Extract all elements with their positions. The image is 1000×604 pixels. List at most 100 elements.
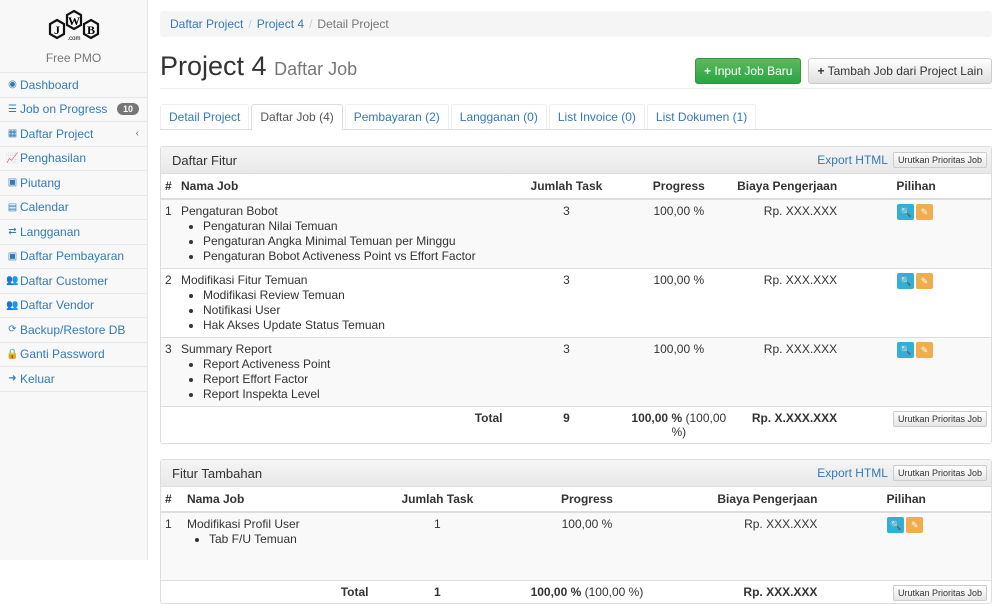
count-badge: 10 xyxy=(116,103,139,116)
plus-icon: + xyxy=(704,64,712,78)
page-title: Project 4 Daftar Job xyxy=(160,51,358,81)
sort-priority-button[interactable]: Urutkan Prioritas Job xyxy=(892,411,987,427)
tab-daftar-job[interactable]: Daftar Job (4) xyxy=(251,104,343,130)
sidebar-item-daftar-project[interactable]: ▦ Daftar Project ‹ xyxy=(0,122,147,147)
column-header: # xyxy=(161,487,183,513)
job-name: Summary Report xyxy=(180,342,272,356)
list-icon: ☰ xyxy=(8,103,17,115)
svg-text:B: B xyxy=(86,23,94,37)
sidebar-item-daftar-vendor[interactable]: 👥 Daftar Vendor xyxy=(0,294,147,318)
refresh-icon: ⟳ xyxy=(8,324,17,336)
table-row: 1 Pengaturan BobotPengaturan Nilai Temua… xyxy=(161,198,991,269)
page-subtitle: Daftar Job xyxy=(274,59,358,79)
row-number: 1 xyxy=(161,511,183,580)
total-progress-avg: (100,00 %) xyxy=(584,584,644,599)
breadcrumb-daftar-project[interactable]: Daftar Project xyxy=(170,17,244,31)
users-icon: 👥 xyxy=(6,275,19,287)
sidebar-item-dashboard[interactable]: ◉ Dashboard xyxy=(0,73,147,98)
column-header: Nama Job xyxy=(176,174,507,200)
total-label: Total xyxy=(474,411,503,425)
task-item: Pengaturan Angka Minimal Temuan per Ming… xyxy=(203,234,503,249)
sidebar-item-job-on-progress[interactable]: ☰ Job on Progress 10 xyxy=(0,98,147,122)
panel-title: Daftar Fitur xyxy=(172,152,238,168)
column-header: Jumlah Task xyxy=(372,487,503,513)
sidebar-item-daftar-pembayaran[interactable]: ▣ Daftar Pembayaran xyxy=(0,245,147,269)
search-icon[interactable]: 🔍 xyxy=(897,273,915,289)
column-header: Pilihan xyxy=(821,487,991,513)
task-item: Hak Akses Update Status Temuan xyxy=(203,318,503,333)
money-icon: ▣ xyxy=(7,177,18,189)
cost: Rp. XXX.XXX xyxy=(731,198,842,269)
sidebar-item-piutang[interactable]: ▣ Piutang xyxy=(0,171,147,196)
input-job-baru-button[interactable]: + Input Job Baru xyxy=(695,58,802,84)
total-cost: Rp. X.XXX.XXX xyxy=(751,411,838,425)
sidebar-item-label: Penghasilan xyxy=(20,151,87,166)
total-cost: Rp. XXX.XXX xyxy=(743,584,818,599)
total-progress: 100,00 % xyxy=(530,584,582,599)
svg-text:.com: .com xyxy=(67,36,80,42)
task-item: Report Activeness Point xyxy=(203,357,503,372)
sidebar-item-ganti-password[interactable]: 🔒 Ganti Password xyxy=(0,343,147,367)
sidebar-item-label: Daftar Project xyxy=(20,126,94,141)
dashboard-icon: ◉ xyxy=(8,79,17,91)
task-item: Tab F/U Temuan xyxy=(209,532,369,547)
progress: 100,00 % xyxy=(626,198,732,269)
tambah-job-button[interactable]: + Tambah Job dari Project Lain xyxy=(808,58,992,84)
sidebar-item-keluar[interactable]: ➜ Keluar xyxy=(0,367,147,392)
breadcrumb-current: Detail Project xyxy=(317,17,389,31)
task-item: Pengaturan Nilai Temuan xyxy=(203,219,503,234)
sidebar-item-penghasilan[interactable]: 📈 Penghasilan xyxy=(0,147,147,171)
jwb-logo-icon: J W B .com xyxy=(48,9,99,42)
cost: Rp. XXX.XXX xyxy=(731,337,842,407)
total-progress-avg: (100,00 %) xyxy=(671,411,727,439)
sidebar-item-label: Daftar Pembayaran xyxy=(20,249,125,264)
sidebar-item-daftar-customer[interactable]: 👥 Daftar Customer xyxy=(0,269,147,294)
edit-icon[interactable]: ✎ xyxy=(916,342,934,358)
sidebar-item-label: Langganan xyxy=(20,224,81,239)
total-label: Total xyxy=(340,584,369,599)
table-icon: ▦ xyxy=(7,128,18,140)
sidebar-item-label: Calendar xyxy=(20,200,69,215)
chevron-left-icon[interactable]: ‹ xyxy=(135,128,139,140)
line-chart-icon: 📈 xyxy=(6,152,19,164)
sort-priority-button[interactable]: Urutkan Prioritas Job xyxy=(892,584,987,601)
export-html-link[interactable]: Export HTML xyxy=(817,466,888,480)
calendar-icon: ▤ xyxy=(7,201,18,213)
sidebar-item-label: Job on Progress xyxy=(20,102,108,117)
breadcrumb-project[interactable]: Project 4 xyxy=(256,17,305,31)
row-number: 3 xyxy=(161,337,177,407)
total-tasks: 1 xyxy=(434,584,441,599)
search-icon[interactable]: 🔍 xyxy=(897,342,915,358)
sidebar-item-langganan[interactable]: ⇄ Langganan xyxy=(0,220,147,245)
total-tasks: 9 xyxy=(563,411,570,425)
tab-list-invoice[interactable]: List Invoice (0) xyxy=(548,104,645,129)
cost: Rp. XXX.XXX xyxy=(731,268,842,338)
task-count: 3 xyxy=(506,337,627,407)
export-html-link[interactable]: Export HTML xyxy=(817,153,888,167)
task-count: 1 xyxy=(372,511,503,580)
sidebar-item-calendar[interactable]: ▤ Calendar xyxy=(0,196,147,220)
column-header: Biaya Pengerjaan xyxy=(731,174,842,200)
sign-out-icon: ➜ xyxy=(8,373,17,385)
tab-list-dokumen[interactable]: List Dokumen (1) xyxy=(646,104,757,129)
sidebar-item-label: Dashboard xyxy=(20,77,79,92)
tab-langganan[interactable]: Langganan (0) xyxy=(450,104,547,129)
edit-icon[interactable]: ✎ xyxy=(906,517,924,533)
sort-priority-button[interactable]: Urutkan Prioritas Job xyxy=(892,152,987,168)
sidebar-item-backup-restore-db[interactable]: ⟳ Backup/Restore DB xyxy=(0,318,147,343)
breadcrumb: Daftar Project / Project 4/Detail Project xyxy=(160,11,992,37)
logo[interactable]: J W B .com Free PMO xyxy=(0,0,147,73)
tab-detail-project[interactable]: Detail Project xyxy=(160,104,250,129)
edit-icon[interactable]: ✎ xyxy=(916,204,934,220)
sort-priority-button[interactable]: Urutkan Prioritas Job xyxy=(892,465,987,481)
tab-pembayaran[interactable]: Pembayaran (2) xyxy=(344,104,449,129)
progress: 100,00 % xyxy=(626,337,732,407)
edit-icon[interactable]: ✎ xyxy=(916,273,934,289)
search-icon[interactable]: 🔍 xyxy=(887,517,905,533)
column-header: Nama Job xyxy=(182,487,373,513)
task-item: Report Inspekta Level xyxy=(203,387,503,402)
task-item: Pengaturan Bobot Activeness Point vs Eff… xyxy=(203,249,503,264)
task-count: 3 xyxy=(506,268,627,338)
search-icon[interactable]: 🔍 xyxy=(897,204,915,220)
column-header: Progress xyxy=(502,487,672,513)
